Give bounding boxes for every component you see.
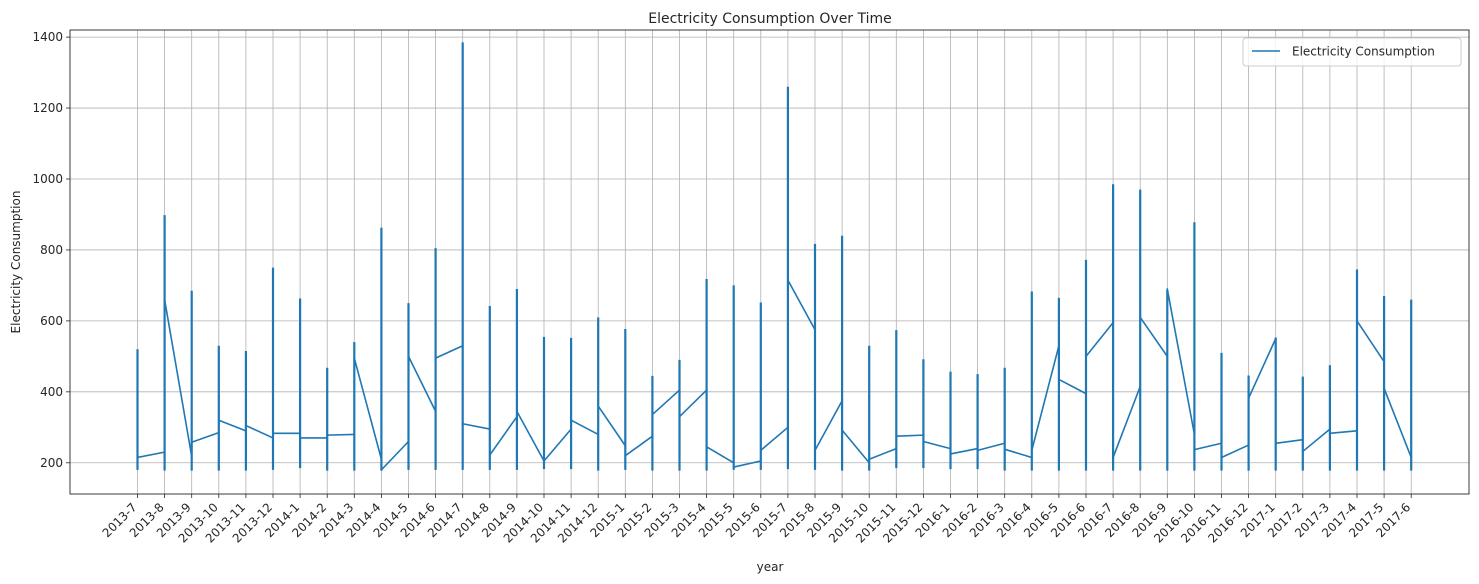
data-connector-segment xyxy=(488,415,518,456)
y-tick-label: 800 xyxy=(40,243,63,257)
data-connector-segment xyxy=(1302,428,1331,453)
legend: Electricity Consumption xyxy=(1242,37,1462,67)
data-connector-segment xyxy=(949,447,979,455)
y-axis-ticks: 200 400 600 800 1000 1200 1400 xyxy=(32,30,70,470)
data-connector-segment xyxy=(1356,320,1385,363)
data-connector-segment xyxy=(624,435,654,457)
x-axis-ticks: 2013-72013-82013-92013-102013-112013-122… xyxy=(100,494,1413,546)
data-connector-segment xyxy=(326,433,356,436)
series-layer xyxy=(136,42,1413,471)
data-connector-segment xyxy=(1058,378,1087,395)
data-connector-segment xyxy=(1247,337,1277,400)
data-connector-segment xyxy=(163,298,193,458)
y-tick-label: 1400 xyxy=(32,30,63,44)
data-connector-segment xyxy=(759,426,789,452)
data-connector-segment xyxy=(543,428,572,462)
y-tick-label: 200 xyxy=(40,456,63,470)
legend-label: Electricity Consumption xyxy=(1292,45,1435,59)
data-connector-segment xyxy=(787,279,816,331)
data-connector-segment xyxy=(1085,321,1114,358)
data-connector-segment xyxy=(1112,385,1141,459)
data-connector-segment xyxy=(1220,444,1250,459)
data-connector-segment xyxy=(380,440,410,471)
data-connector-segment xyxy=(190,431,220,444)
data-connector-segment xyxy=(868,447,898,461)
data-connector-segment xyxy=(353,357,383,461)
data-connector-segment xyxy=(407,355,437,413)
data-connector-segment xyxy=(1031,344,1060,452)
data-connector-segment xyxy=(136,451,166,459)
data-connector-segment xyxy=(1329,430,1358,435)
y-tick-label: 1200 xyxy=(32,101,63,115)
data-connector-segment xyxy=(976,442,1006,452)
data-connector-segment xyxy=(1003,448,1033,459)
data-connector-segment xyxy=(678,389,708,418)
data-connector-segment xyxy=(651,389,681,416)
x-axis-label: year xyxy=(757,560,784,574)
data-connector-segment xyxy=(461,422,491,430)
data-connector-segment xyxy=(516,410,545,462)
data-connector-segment xyxy=(597,405,627,447)
data-connector-segment xyxy=(1166,288,1196,436)
data-connector-segment xyxy=(1274,438,1304,445)
plot-frame xyxy=(69,29,1470,495)
data-connector-segment xyxy=(1383,387,1412,459)
legend-box xyxy=(1242,37,1462,67)
chart-title: Electricity Consumption Over Time xyxy=(648,11,892,27)
y-tick-label: 600 xyxy=(40,314,63,328)
y-tick-label: 400 xyxy=(40,385,63,399)
data-connector-segment xyxy=(434,344,464,359)
data-connector-segment xyxy=(1139,316,1169,358)
y-tick-label: 1000 xyxy=(32,172,63,186)
y-axis-label: Electricity Consumption xyxy=(9,191,23,334)
data-connector-segment xyxy=(814,399,843,452)
data-connector-segment xyxy=(1193,442,1223,451)
data-connector-segment xyxy=(570,419,600,436)
data-connector-segment xyxy=(922,440,952,450)
data-connector-segment xyxy=(218,419,247,432)
data-connector-segment xyxy=(245,424,274,439)
data-connector-segment xyxy=(705,446,735,464)
grid-lines xyxy=(70,30,1469,494)
data-connector-segment xyxy=(895,434,925,437)
data-connector-segment xyxy=(732,460,762,468)
data-connector-segment xyxy=(841,429,871,464)
